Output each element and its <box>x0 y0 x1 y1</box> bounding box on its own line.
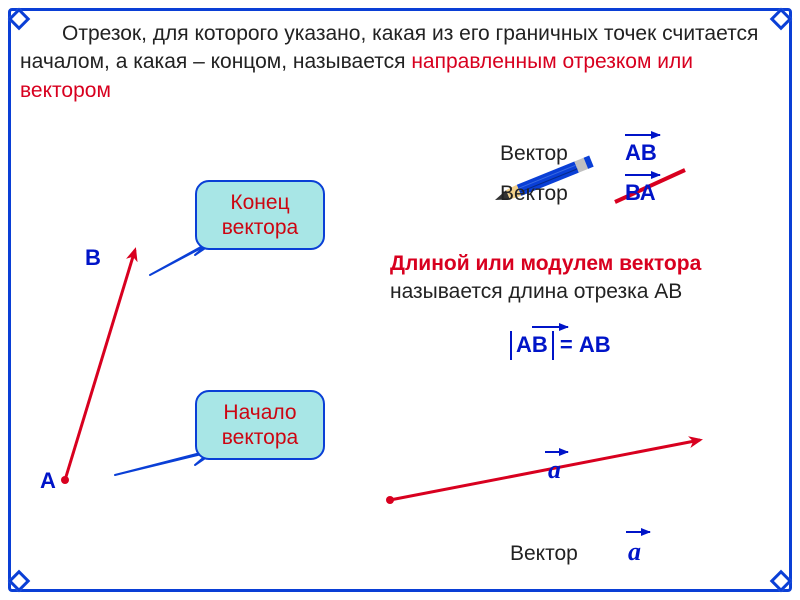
vector-a-label: a <box>548 452 561 487</box>
vector-a-line <box>390 440 700 500</box>
callout-end-line2: вектора <box>222 216 298 239</box>
length-def-red: Длиной или модулем вектора <box>390 252 701 275</box>
vector-ab-line <box>65 250 135 480</box>
vector-ab-row: Вектор <box>500 140 568 168</box>
callout-end: Конец вектора <box>195 180 325 250</box>
callout-start-line2: вектора <box>222 426 298 449</box>
abs-ab: АВ <box>516 332 548 357</box>
label-a: А <box>40 468 56 494</box>
point-a-dot <box>61 476 69 484</box>
slide-content: Отрезок, для которого указано, какая из … <box>20 20 780 580</box>
eq-ab: = АВ <box>554 332 611 357</box>
ab-label: АВ <box>625 138 657 168</box>
length-def-black: называется длина отрезка АВ <box>390 280 682 303</box>
abs-bars: АВ <box>510 331 554 360</box>
point-a2-dot <box>386 496 394 504</box>
vector-word-2: Вектор <box>500 182 568 205</box>
length-def: Длиной или модулем вектора называется дл… <box>390 250 770 307</box>
ba-label: ВА <box>625 178 656 208</box>
slide-frame: Отрезок, для которого указано, какая из … <box>0 0 800 600</box>
callout-end-line1: Конец <box>230 191 289 214</box>
definition-text: Отрезок, для которого указано, какая из … <box>20 20 780 105</box>
vector-word-1: Вектор <box>500 142 568 165</box>
vector-ba-row: Вектор <box>500 180 568 208</box>
callout-start: Начало вектора <box>195 390 325 460</box>
label-b: В <box>85 245 101 271</box>
callout-start-line1: Начало <box>223 401 296 424</box>
length-formula: АВ = АВ <box>510 330 611 360</box>
bottom-vector-word: Вектор <box>510 540 578 568</box>
bottom-vector-a: a <box>628 534 641 569</box>
